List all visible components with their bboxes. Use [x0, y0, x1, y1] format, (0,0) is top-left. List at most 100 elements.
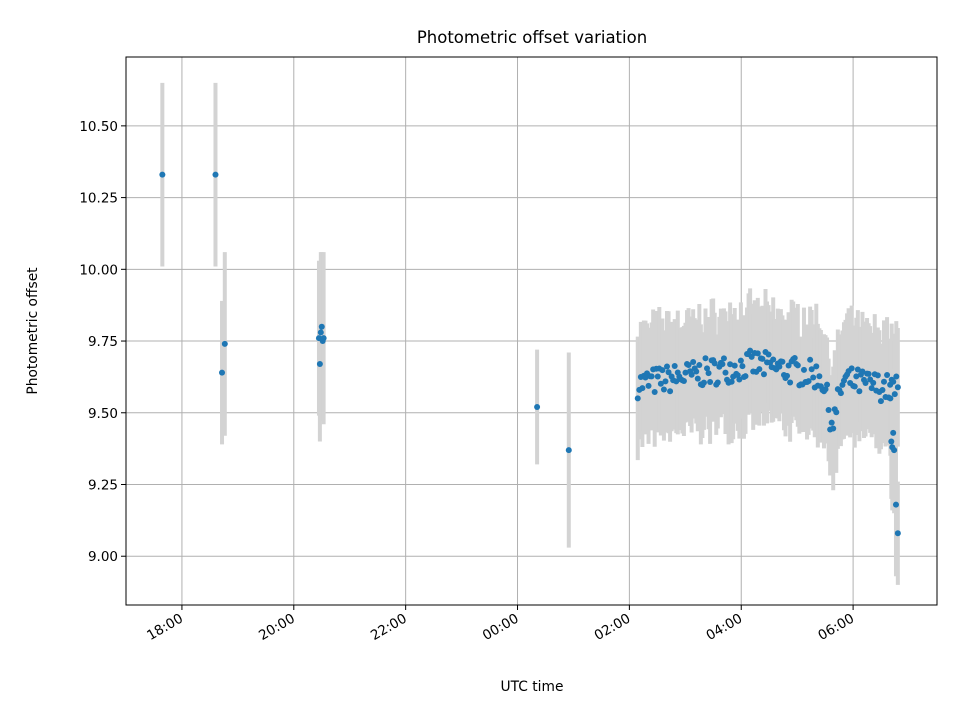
data-point: [865, 370, 872, 377]
data-point: [320, 335, 327, 342]
data-point: [825, 406, 832, 413]
data-point: [891, 391, 898, 398]
data-point: [704, 365, 711, 372]
data-point: [680, 377, 687, 384]
data-point: [754, 350, 761, 357]
data-point: [837, 390, 844, 397]
data-point: [317, 329, 324, 336]
data-point: [892, 501, 899, 508]
data-point: [221, 340, 228, 347]
x-axis-label: UTC time: [501, 679, 564, 695]
data-point: [791, 355, 798, 362]
data-point: [690, 358, 697, 365]
data-point: [853, 373, 860, 380]
data-point: [890, 429, 897, 436]
data-point: [711, 360, 718, 367]
data-point: [739, 363, 746, 370]
data-point: [648, 373, 655, 380]
y-tick-label: 9.50: [88, 406, 118, 422]
data-point: [759, 355, 766, 362]
data-point: [719, 361, 726, 368]
chart-title: Photometric offset variation: [417, 28, 647, 47]
data-point: [877, 398, 884, 405]
data-point: [720, 355, 727, 362]
data-point: [645, 382, 652, 389]
y-axis-label: Photometric offset: [25, 267, 41, 395]
data-point: [694, 375, 701, 382]
data-point: [822, 386, 829, 393]
data-point: [700, 379, 707, 386]
y-tick-label: 10.50: [79, 119, 118, 135]
data-point: [854, 366, 861, 373]
x-tick-label: 00:00: [480, 611, 522, 644]
data-point: [707, 379, 714, 386]
data-point: [794, 362, 801, 369]
x-tick-label: 02:00: [592, 611, 634, 644]
y-tick-label: 9.25: [88, 477, 118, 493]
point-layer: [159, 171, 901, 537]
y-tick-label: 9.75: [88, 334, 118, 350]
data-point: [828, 419, 835, 426]
data-point: [808, 366, 815, 373]
data-point: [714, 379, 721, 386]
data-point: [810, 374, 817, 381]
data-point: [682, 369, 689, 376]
data-point: [688, 371, 695, 378]
data-point: [212, 171, 219, 178]
data-point: [884, 372, 891, 379]
data-point: [747, 347, 754, 354]
data-point: [727, 361, 734, 368]
data-point: [219, 369, 226, 376]
data-point: [671, 363, 678, 370]
data-point: [868, 385, 875, 392]
data-point: [779, 358, 786, 365]
data-point: [870, 379, 877, 386]
data-point: [634, 395, 641, 402]
data-point: [534, 404, 541, 411]
x-tick-label: 20:00: [256, 611, 298, 644]
data-point: [685, 361, 692, 368]
data-point: [851, 383, 858, 390]
data-point: [664, 363, 671, 370]
data-point: [893, 373, 900, 380]
data-point: [862, 379, 869, 386]
data-point: [705, 370, 712, 377]
data-point: [673, 378, 680, 385]
data-point: [660, 386, 667, 393]
data-point: [880, 378, 887, 385]
data-point: [890, 378, 897, 385]
data-point: [894, 384, 901, 391]
data-point: [702, 355, 709, 362]
data-point: [785, 362, 792, 369]
x-tick-label: 22:00: [368, 611, 410, 644]
data-point: [833, 409, 840, 416]
y-axis: 9.00 9.25 9.50 9.75 10.00 10.25 10.50: [79, 119, 126, 565]
data-point: [722, 369, 729, 376]
data-point: [807, 356, 814, 363]
y-tick-label: 9.00: [88, 549, 118, 565]
y-tick-label: 10.00: [79, 262, 118, 278]
data-point: [776, 363, 783, 370]
data-point: [696, 362, 703, 369]
data-point: [770, 356, 777, 363]
x-axis: 18:00 20:00 22:00 00:00 02:00 04:00 06:00: [144, 605, 857, 644]
data-point: [737, 357, 744, 364]
data-point: [887, 395, 894, 402]
data-point: [667, 388, 674, 395]
data-point: [654, 373, 661, 380]
plot-area: [126, 57, 937, 605]
data-point: [813, 363, 820, 370]
data-point: [805, 378, 812, 385]
data-point: [879, 386, 886, 393]
data-point: [665, 369, 672, 376]
data-point: [824, 381, 831, 388]
data-point: [728, 378, 735, 385]
data-point: [859, 368, 866, 375]
data-point: [891, 447, 898, 454]
data-point: [888, 438, 895, 445]
data-point: [159, 171, 166, 178]
data-point: [787, 379, 794, 386]
x-tick-label: 06:00: [815, 611, 857, 644]
data-point: [639, 385, 646, 392]
